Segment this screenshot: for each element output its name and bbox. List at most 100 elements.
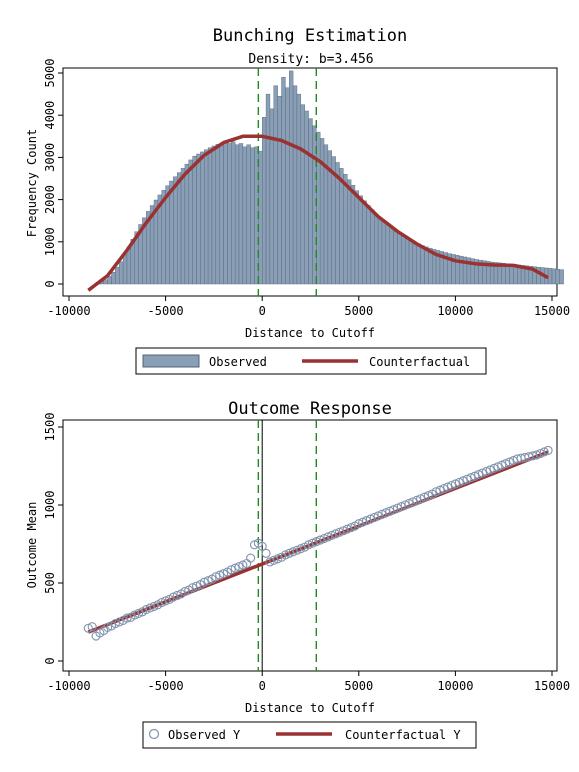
histogram-bar	[381, 221, 387, 285]
top-bars	[95, 70, 564, 285]
histogram-bar	[188, 159, 193, 285]
histogram-bar	[169, 180, 174, 285]
legend-counterfactual-label: Counterfactual	[369, 355, 470, 369]
scatter-point	[161, 596, 171, 606]
scatter-point	[504, 457, 515, 467]
y-tick-label: 4000	[43, 101, 57, 130]
scatter-point	[497, 460, 507, 470]
histogram-bar	[231, 141, 236, 285]
histogram-bar	[377, 217, 383, 285]
scatter-point	[83, 623, 93, 633]
scatter-point	[87, 622, 97, 632]
scatter-point	[199, 577, 209, 587]
legend-counterfactual-y-label: Counterfactual Y	[345, 728, 461, 742]
scatter-point	[462, 474, 472, 484]
histogram-bar	[234, 144, 240, 285]
histogram-bar	[215, 144, 220, 285]
histogram-bar	[408, 240, 414, 285]
histogram-bar	[343, 174, 348, 285]
scatter-point	[145, 603, 155, 613]
scatter-point	[435, 485, 445, 495]
scatter-point	[331, 529, 341, 539]
histogram-bar	[173, 176, 178, 285]
scatter-point	[157, 597, 167, 608]
scatter-point	[477, 468, 487, 478]
histogram-bar	[250, 147, 255, 285]
scatter-point	[346, 523, 356, 533]
scatter-point	[535, 448, 545, 459]
top-plot-area	[62, 67, 558, 297]
scatter-point	[257, 541, 267, 551]
bottom-points	[83, 445, 553, 641]
scatter-point	[458, 476, 468, 486]
histogram-bar	[184, 163, 189, 285]
top-counterfactual-line	[87, 134, 549, 292]
histogram-bar	[366, 205, 371, 285]
histogram-bar	[412, 242, 417, 285]
scatter-point	[327, 530, 337, 540]
scatter-point	[474, 470, 484, 480]
scatter-point	[292, 545, 302, 555]
y-tick-label: 1500	[43, 413, 57, 442]
scatter-point	[307, 538, 317, 548]
histogram-bar	[238, 143, 244, 285]
legend-observed-y-marker	[148, 728, 160, 740]
histogram-bar	[265, 93, 271, 285]
scatter-point	[412, 495, 422, 505]
scatter-point	[211, 572, 221, 582]
legend-observed-label: Observed	[209, 355, 267, 369]
histogram-bar	[385, 224, 390, 285]
scatter-point	[419, 492, 430, 502]
histogram-bar	[509, 263, 514, 285]
histogram-bar	[347, 179, 352, 285]
scatter-point	[141, 604, 151, 615]
histogram-bar	[401, 236, 406, 285]
histogram-bar	[111, 271, 116, 285]
x-tick-label: 15000	[534, 679, 570, 693]
histogram-bar	[207, 147, 213, 285]
scatter-point	[408, 497, 418, 507]
top-x-axis-label: Distance to Cutoff	[245, 326, 375, 340]
histogram-bar	[204, 149, 209, 285]
top-chart-subtitle: Density: b=3.456	[248, 52, 373, 67]
scatter-point	[470, 471, 480, 481]
scatter-point	[168, 592, 178, 602]
scatter-point	[188, 583, 198, 593]
scatter-point	[416, 494, 426, 504]
scatter-point	[454, 477, 464, 487]
scatter-point	[114, 617, 124, 627]
histogram-bar	[269, 108, 274, 285]
scatter-point	[191, 581, 202, 591]
scatter-point	[304, 540, 314, 550]
scatter-point	[338, 526, 348, 536]
histogram-bar	[281, 77, 286, 285]
histogram-bar	[551, 268, 557, 285]
scatter-point	[261, 548, 271, 558]
scatter-point	[389, 505, 399, 515]
histogram-bar	[335, 162, 340, 285]
scatter-point	[284, 548, 294, 558]
histogram-bar	[300, 104, 305, 285]
scatter-point	[485, 465, 495, 475]
scatter-point	[315, 535, 325, 545]
scatter-point	[122, 613, 132, 623]
histogram-bar	[180, 168, 186, 285]
scatter-point	[203, 576, 213, 586]
scatter-point	[238, 560, 248, 570]
y-tick-label: 500	[43, 572, 57, 594]
scatter-point	[446, 480, 457, 491]
histogram-bar	[262, 117, 267, 285]
scatter-point	[342, 524, 352, 534]
scatter-point	[246, 553, 256, 563]
legend-observed-swatch	[142, 354, 200, 368]
x-tick-label: 0	[259, 679, 266, 693]
x-tick-label: 15000	[534, 304, 570, 318]
histogram-bar	[122, 254, 128, 285]
histogram-bar	[416, 243, 421, 285]
histogram-bar	[374, 213, 379, 285]
scatter-point	[280, 550, 290, 560]
histogram-bar	[316, 131, 321, 285]
scatter-point	[365, 514, 375, 524]
histogram-bar	[115, 266, 120, 285]
scatter-point	[361, 516, 372, 526]
